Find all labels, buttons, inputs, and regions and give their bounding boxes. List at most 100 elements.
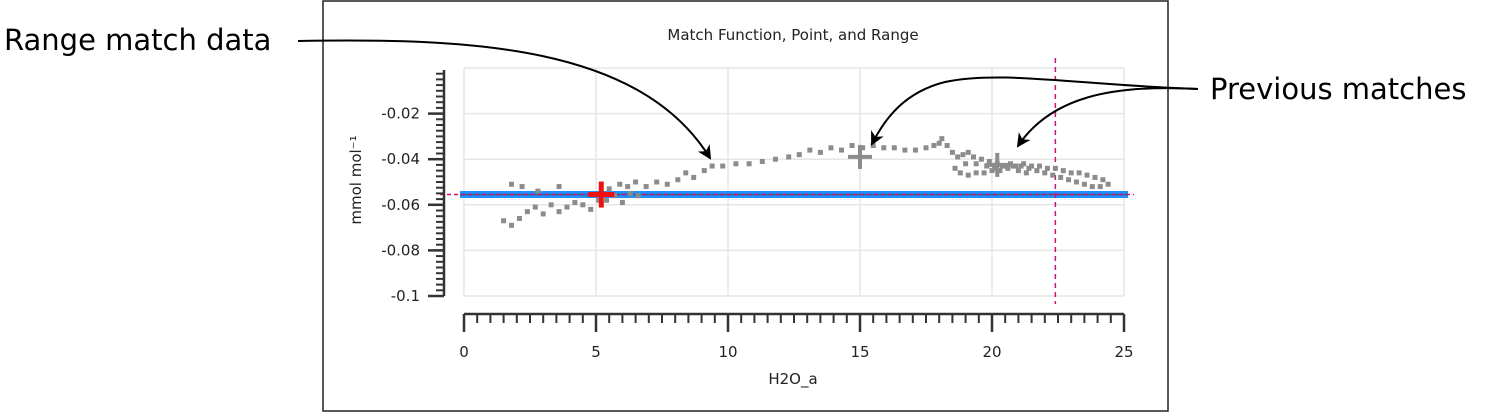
data-point <box>509 181 515 187</box>
data-point <box>683 170 689 176</box>
data-point <box>1050 172 1056 178</box>
data-point <box>1081 181 1087 187</box>
data-point <box>691 174 697 180</box>
data-point <box>1005 165 1011 171</box>
data-point <box>952 165 958 171</box>
data-point <box>1018 163 1024 169</box>
data-point <box>786 154 792 160</box>
data-point <box>1089 184 1095 190</box>
data-point <box>891 145 897 151</box>
data-point <box>606 186 612 192</box>
data-point <box>535 188 541 194</box>
data-point <box>720 163 726 169</box>
data-point <box>939 136 945 142</box>
data-point <box>978 156 984 162</box>
data-point <box>936 140 942 146</box>
data-point <box>572 200 578 206</box>
data-point <box>1013 163 1019 169</box>
data-point <box>1010 163 1016 169</box>
data-point <box>931 143 937 149</box>
data-point <box>1026 165 1032 171</box>
data-point <box>733 161 739 167</box>
data-point <box>548 202 554 208</box>
data-point <box>701 168 707 174</box>
match-lines <box>440 58 1134 304</box>
chart-title: Match Function, Point, and Range <box>667 26 918 44</box>
data-point <box>580 202 586 208</box>
data-point <box>1092 174 1098 180</box>
x-tick-label: 5 <box>591 343 601 361</box>
data-point <box>817 149 823 155</box>
data-point <box>509 222 515 228</box>
data-point <box>1021 161 1027 167</box>
data-point <box>746 161 752 167</box>
data-point <box>1037 163 1043 169</box>
data-point <box>617 181 623 187</box>
data-point <box>532 204 538 210</box>
y-tick-label: -0.08 <box>381 241 420 259</box>
data-point <box>1015 168 1021 174</box>
arrow-range-match <box>297 39 712 160</box>
data-point <box>963 161 969 167</box>
data-point <box>1076 170 1082 176</box>
y-tick-label: -0.02 <box>381 105 420 123</box>
data-point <box>1034 168 1040 174</box>
arrow-previous-match-1 <box>871 76 1199 146</box>
data-point <box>1084 172 1090 178</box>
data-point <box>643 184 649 190</box>
data-point <box>949 149 955 155</box>
data-point <box>1105 181 1111 187</box>
data-point <box>807 147 813 153</box>
data-point <box>992 165 998 171</box>
annotation-previous-matches: Previous matches <box>1210 72 1466 106</box>
x-tick-label: 0 <box>459 343 469 361</box>
data-point <box>556 184 562 190</box>
x-axis-label: H2O_a <box>768 370 817 389</box>
data-point <box>839 147 845 153</box>
data-point <box>1052 165 1058 171</box>
data-points <box>501 136 1111 228</box>
y-tick-label: -0.1 <box>391 287 420 305</box>
data-point <box>1073 179 1079 185</box>
data-point <box>828 145 834 151</box>
data-point <box>588 206 594 212</box>
data-point <box>556 209 562 215</box>
data-point <box>611 193 617 199</box>
data-point <box>973 161 979 167</box>
data-point <box>955 154 961 160</box>
annotation-range-match: Range match data <box>4 23 271 57</box>
data-point <box>627 190 633 196</box>
data-point <box>519 184 525 190</box>
data-point <box>902 147 908 153</box>
x-axis: 0 5 10 15 20 25 <box>459 312 1134 361</box>
data-point <box>957 170 963 176</box>
data-point <box>923 145 929 151</box>
x-tick-label: 15 <box>850 343 869 361</box>
x-tick-label: 10 <box>718 343 737 361</box>
data-point <box>912 147 918 153</box>
data-point <box>540 211 546 217</box>
x-tick-label: 20 <box>982 343 1001 361</box>
data-point <box>773 156 779 162</box>
data-point <box>524 209 530 215</box>
data-point <box>635 193 641 199</box>
data-point <box>1058 174 1064 180</box>
data-point <box>709 163 715 169</box>
data-point <box>564 204 570 210</box>
data-point <box>1100 177 1106 183</box>
data-point <box>881 145 887 151</box>
x-tick-label: 25 <box>1114 343 1133 361</box>
data-point <box>1042 170 1048 176</box>
data-point <box>981 170 987 176</box>
data-point <box>860 145 866 151</box>
data-point <box>654 179 660 185</box>
data-point <box>1044 165 1050 171</box>
data-point <box>989 168 995 174</box>
data-point <box>596 197 602 203</box>
chart-frame <box>322 0 1169 412</box>
data-point <box>1007 161 1013 167</box>
data-point <box>625 184 631 190</box>
match-markers <box>588 144 1010 208</box>
data-point <box>664 181 670 187</box>
